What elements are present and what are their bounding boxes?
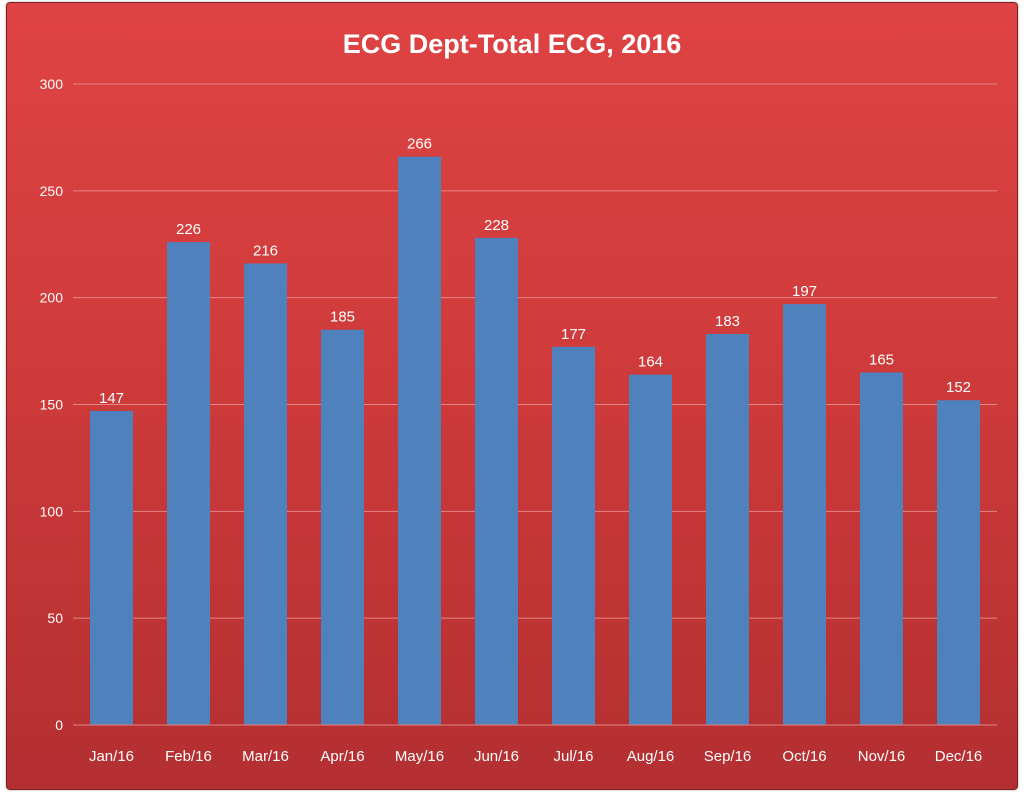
bar-may-16	[398, 156, 441, 725]
x-tick-label: Feb/16	[165, 748, 212, 765]
bars	[90, 156, 980, 725]
x-tick-label: Jun/16	[474, 748, 519, 765]
chart-title: ECG Dept-Total ECG, 2016	[343, 29, 682, 59]
data-label: 183	[715, 313, 740, 330]
data-label: 165	[869, 351, 894, 368]
y-tick-label: 100	[40, 503, 64, 519]
y-tick-label: 200	[40, 290, 64, 306]
x-tick-label: Nov/16	[858, 748, 906, 765]
bar-jul-16	[552, 346, 595, 725]
bar-chart: 0 50 100 150 200 250 300 147 226 216 185 266 228 177…	[40, 29, 997, 765]
bar-feb-16	[167, 242, 210, 725]
x-tick-label: Mar/16	[242, 748, 289, 765]
data-label: 228	[484, 217, 509, 234]
data-label: 216	[253, 242, 278, 259]
x-tick-label: Jul/16	[553, 748, 593, 765]
bar-oct-16	[783, 304, 826, 725]
bar-jan-16	[90, 410, 133, 725]
x-tick-label: Apr/16	[320, 748, 364, 765]
y-tick-label: 50	[47, 610, 63, 626]
data-labels: 147 226 216 185 266 228 177 164 183 197 165 152	[99, 136, 971, 407]
x-tick-label: Sep/16	[704, 748, 752, 765]
data-label: 197	[792, 283, 817, 300]
x-tick-label: Dec/16	[935, 748, 983, 765]
bar-sep-16	[706, 333, 749, 725]
x-tick-label: Jan/16	[89, 748, 134, 765]
x-tick-label: Oct/16	[782, 748, 826, 765]
y-axis-tick-labels: 0 50 100 150 200 250 300	[40, 76, 64, 733]
data-label: 185	[330, 309, 355, 326]
y-tick-label: 0	[55, 717, 63, 733]
bar-apr-16	[321, 329, 364, 725]
data-label: 152	[946, 379, 971, 396]
x-tick-label: May/16	[395, 748, 444, 765]
data-label: 164	[638, 354, 663, 371]
chart-frame: 0 50 100 150 200 250 300 147 226 216 185 266 228 177…	[6, 2, 1018, 790]
gridlines	[73, 83, 997, 619]
bar-nov-16	[860, 372, 903, 725]
data-label: 266	[407, 136, 432, 153]
y-tick-label: 250	[40, 183, 64, 199]
x-tick-label: Aug/16	[627, 748, 675, 765]
data-label: 177	[561, 326, 586, 343]
bar-jun-16	[475, 237, 518, 725]
bar-dec-16	[937, 400, 980, 725]
y-tick-label: 150	[40, 397, 64, 413]
bar-aug-16	[629, 374, 672, 725]
y-tick-label: 300	[40, 76, 64, 92]
x-axis-tick-labels: Jan/16 Feb/16 Mar/16 Apr/16 May/16 Jun/16 Jul/…	[89, 748, 982, 765]
data-label: 147	[99, 390, 124, 407]
data-label: 226	[176, 221, 201, 238]
bar-mar-16	[244, 263, 287, 725]
